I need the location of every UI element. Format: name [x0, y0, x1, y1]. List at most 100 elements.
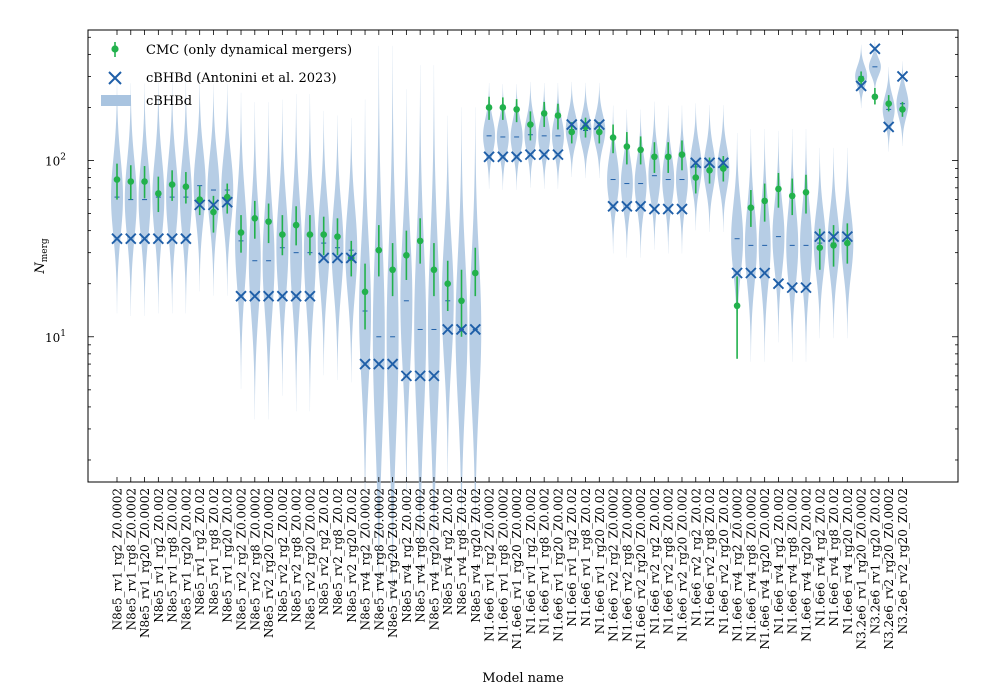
y-tick-label: 102 — [45, 153, 66, 169]
cbhbd-cross — [717, 157, 729, 169]
cbhbd-cross — [566, 118, 578, 131]
legend: CMC (only dynamical mergers) cBHBd (Anto… — [101, 42, 352, 109]
cmc-point — [499, 104, 507, 111]
cmc-point — [361, 288, 369, 296]
cbhbd-cross — [125, 233, 137, 245]
cmc-point — [733, 302, 741, 310]
cbhbd-cross — [428, 370, 440, 382]
cbhbd-cross — [221, 196, 233, 208]
cmc-point — [761, 197, 768, 205]
y-tick-label-exp: 2 — [60, 153, 66, 163]
x-axis: N8e5_rv1_rg2_Z0.0002 N8e5_rv1_rg8_Z0.0002… — [111, 30, 910, 649]
x-tick-label: N8e5_rv2_rg2_Z0.02 — [317, 488, 331, 615]
cmc-point — [196, 196, 203, 203]
cbhbd-cross — [331, 252, 344, 264]
cbhbd-cross — [731, 267, 743, 279]
y-axis-label-main: N — [33, 262, 48, 275]
x-tick-label: N8e5_rv4_rg8_Z0.0002 — [372, 488, 386, 630]
x-tick-label: N1.6e6_rv1_rg20_Z0.002 — [551, 488, 565, 642]
x-tick-label: N1.6e6_rv2_rg8_Z0.02 — [703, 488, 717, 627]
cmc-point — [416, 237, 424, 245]
x-tick-label: N1.6e6_rv1_rg8_Z0.02 — [579, 488, 593, 627]
cmc-point — [720, 165, 727, 172]
x-tick-label: N1.6e6_rv4_rg2_Z0.02 — [813, 488, 827, 627]
x-tick-label: N3.2e6_rv1_rg20_Z0.0002 — [855, 488, 869, 649]
cmc-point — [306, 231, 314, 238]
legend-cmc-dot — [111, 45, 119, 53]
cbhbd-cross — [373, 358, 385, 370]
cmc-point — [251, 215, 259, 222]
x-tick-label: N1.6e6_rv1_rg20_Z0.02 — [593, 488, 607, 634]
x-tick-label: N1.6e6_rv2_rg20_Z0.02 — [717, 488, 731, 634]
x-tick-label: N8e5_rv1_rg20_Z0.0002 — [138, 488, 152, 638]
y-tick-label-exp: 1 — [60, 329, 66, 339]
x-tick-label: N1.6e6_rv4_rg8_Z0.0002 — [744, 488, 758, 642]
x-tick-label: N1.6e6_rv1_rg2_Z0.002 — [524, 488, 538, 634]
x-tick-label: N8e5_rv4_rg2_Z0.02 — [441, 488, 455, 615]
cbhbd-cross — [883, 121, 895, 133]
legend-cmc-label: CMC (only dynamical mergers) — [146, 43, 352, 58]
cbhbd-cross — [442, 323, 454, 336]
cmc-point — [623, 143, 631, 150]
cmc-point — [237, 229, 245, 236]
cmc-point — [279, 231, 286, 238]
cmc-point — [609, 134, 617, 141]
x-tick-label: N1.6e6_rv4_rg20_Z0.002 — [800, 488, 814, 642]
cmc-point — [485, 104, 493, 111]
cmc-point — [141, 178, 148, 185]
y-axis-label-sub: merg — [40, 238, 50, 262]
x-tick-label: N8e5_rv4_rg20_Z0.0002 — [386, 488, 400, 638]
cbhbd-cross — [262, 290, 275, 302]
x-axis-label: Model name — [482, 671, 564, 686]
cmc-point — [292, 221, 300, 229]
y-tick-label: 101 — [45, 329, 66, 345]
cmc-point — [513, 106, 520, 113]
cbhbd-cross — [676, 203, 688, 215]
x-tick-label: N1.6e6_rv2_rg2_Z0.002 — [648, 488, 662, 634]
x-tick-label: N1.6e6_rv1_rg2_Z0.0002 — [483, 488, 497, 642]
cmc-point — [320, 231, 328, 238]
cmc-point — [775, 185, 782, 193]
cmc-point — [747, 204, 755, 211]
cbhbd-cross — [621, 200, 633, 212]
cmc-point — [210, 208, 217, 216]
cbhbd-cross — [758, 267, 771, 279]
x-tick-label: N1.6e6_rv4_rg8_Z0.02 — [827, 488, 841, 627]
cbhbd-cross — [166, 233, 178, 245]
x-tick-label: N8e5_rv2_rg8_Z0.02 — [331, 488, 345, 615]
cbhbd-cross — [469, 323, 481, 336]
cbhbd-cross — [194, 199, 206, 211]
cbhbd-cross — [290, 290, 302, 302]
x-tick-label: N8e5_rv2_rg2_Z0.0002 — [235, 488, 249, 630]
cbhbd-cross — [772, 278, 785, 290]
x-tick-label: N8e5_rv4_rg2_Z0.0002 — [359, 488, 373, 630]
cbhbd-cross — [345, 252, 357, 264]
x-tick-label: N1.6e6_rv1_rg8_Z0.0002 — [496, 488, 510, 642]
x-tick-label: N8e5_rv1_rg8_Z0.002 — [166, 488, 180, 623]
x-tick-label: N8e5_rv1_rg20_Z0.02 — [221, 488, 235, 623]
cbhbd-cross — [841, 230, 854, 243]
x-tick-label: N3.2e6_rv2_rg20_Z0.0002 — [882, 488, 896, 649]
cmc-errorbar-layer — [113, 71, 906, 359]
cbhbd-cross — [138, 233, 151, 245]
cbhbd-cross — [827, 230, 840, 243]
cmc-point — [403, 251, 410, 259]
x-tick-label: N1.6e6_rv4_rg20_Z0.02 — [841, 488, 855, 634]
cmc-point — [444, 280, 452, 288]
x-tick-label: N1.6e6_rv2_rg20_Z0.0002 — [634, 488, 648, 649]
cbhbd-cross — [745, 267, 757, 279]
cmc-point — [182, 183, 190, 191]
cbhbd-cross — [111, 233, 123, 245]
cbhbd-cross — [304, 290, 316, 302]
legend-cbhbd-cross — [108, 71, 122, 85]
cbhbd-cross — [552, 148, 564, 161]
cmc-point — [871, 93, 879, 101]
cbhbd-cross — [180, 233, 192, 245]
x-tick-label: N1.6e6_rv2_rg8_Z0.002 — [662, 488, 676, 634]
x-tick-label: N1.6e6_rv2_rg2_Z0.02 — [689, 488, 703, 627]
cbhbd-cross — [662, 203, 674, 215]
x-tick-label: N8e5_rv2_rg8_Z0.002 — [290, 488, 304, 623]
cbhbd-cross-layer — [111, 43, 909, 382]
x-tick-label: N8e5_rv2_rg20_Z0.002 — [303, 488, 317, 630]
cmc-point — [527, 121, 534, 128]
